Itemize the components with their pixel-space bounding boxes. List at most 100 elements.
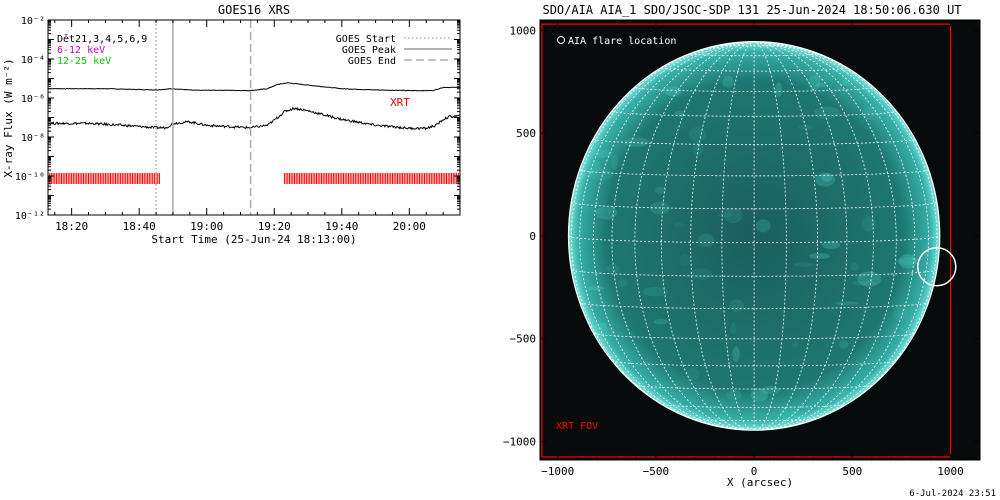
active-region-glow xyxy=(755,219,771,233)
aia-legend: AIA flare location xyxy=(557,36,676,47)
aia-x-tick-label: 1000 xyxy=(937,465,964,478)
goes-plot-frame xyxy=(47,19,461,216)
active-region-glow xyxy=(775,82,783,98)
flare-legend-symbol xyxy=(557,36,565,44)
goes-xrs-chart: GOES16 XRS 10⁻¹² 10⁻¹⁰ 10⁻⁸ 10⁻⁶ 10⁻⁴ 10⁻² 18:… xyxy=(2,3,461,246)
goes-x-tick-label: 19:40 xyxy=(325,220,358,233)
goes-legend-right-label: GOES Start xyxy=(336,34,396,45)
longitude-line xyxy=(660,41,755,431)
active-region-glow xyxy=(792,342,799,348)
active-region-glow xyxy=(595,206,618,220)
goes-y-tick-label: 10⁻⁸ xyxy=(21,133,45,144)
active-region-glow xyxy=(689,126,707,142)
active-region-glow xyxy=(673,222,685,228)
active-region-glow xyxy=(581,159,601,175)
active-region-glow xyxy=(679,254,690,266)
active-region-glow xyxy=(697,233,715,248)
aia-y-tick-label: −500 xyxy=(510,333,537,346)
active-region-glow xyxy=(708,53,722,64)
active-region-glow xyxy=(808,252,830,260)
active-region-glow xyxy=(588,168,613,181)
goes-plot-area xyxy=(48,20,460,215)
latitude-line xyxy=(660,67,848,72)
active-region-glow xyxy=(836,390,853,396)
longitude-line xyxy=(690,41,755,431)
goes-legend-left-entry: Dēt21,3,4,5,6,9 xyxy=(57,34,147,45)
active-region-glow xyxy=(778,405,799,421)
latitude-line xyxy=(634,384,874,390)
solar-disk xyxy=(568,41,940,431)
goes-x-tick-label: 19:00 xyxy=(190,220,223,233)
aia-x-axis-label: X (arcsec) xyxy=(727,476,793,489)
active-region-glow xyxy=(724,207,743,224)
goes-flux-series-1 xyxy=(48,82,460,92)
longitude-line xyxy=(754,41,848,431)
longitude-line xyxy=(754,41,874,431)
aia-image-title: SDO/AIA AIA_1 SDO/JSOC-SDP 131 25-Jun-20… xyxy=(542,3,961,17)
active-region-glow xyxy=(760,386,781,395)
active-region-glow xyxy=(838,340,849,349)
active-region-glow xyxy=(690,268,713,280)
active-region-glow xyxy=(793,262,814,268)
active-region-glow xyxy=(821,240,840,249)
goes-x-tick-label: 18:40 xyxy=(123,220,156,233)
active-region-glow xyxy=(850,262,859,272)
goes-x-tick-label: 18:20 xyxy=(55,220,88,233)
active-region-glow xyxy=(898,254,917,269)
latitude-line xyxy=(571,201,938,210)
aia-y-tick-label: 1000 xyxy=(510,24,537,37)
longitude-line xyxy=(634,41,755,431)
goes-y-tick-label: 10⁻⁶ xyxy=(21,94,45,105)
aia-image-panel: SDO/AIA AIA_1 SDO/JSOC-SDP 131 25-Jun-20… xyxy=(503,3,981,489)
active-region-glow xyxy=(591,149,613,158)
active-region-glow xyxy=(821,173,833,182)
goes-x-tick-label: 19:20 xyxy=(258,220,291,233)
active-region-glow xyxy=(729,299,745,312)
latitude-line xyxy=(571,269,937,277)
active-region-glow xyxy=(732,346,740,363)
goes-y-tick-label: 10⁻² xyxy=(21,16,45,27)
active-region-glow xyxy=(653,319,668,325)
goes-x-axis-label: Start Time (25-Jun-24 18:13:00) xyxy=(151,233,356,246)
goes-y-tick-label: 10⁻⁴ xyxy=(21,55,45,66)
longitude-line xyxy=(570,41,755,427)
aia-y-tick-label: 0 xyxy=(529,230,536,243)
goes-axes: 10⁻¹² 10⁻¹⁰ 10⁻⁸ 10⁻⁶ 10⁻⁴ 10⁻² 18:20 18:40 19:0… xyxy=(15,16,461,233)
active-region-glow xyxy=(861,106,883,120)
aia-x-tick-label: −500 xyxy=(643,465,670,478)
goes-legend-right-label: GOES Peak xyxy=(342,45,396,56)
flare-legend-label: AIA flare location xyxy=(568,36,676,47)
longitude-line xyxy=(754,41,938,427)
xrt-fov-label: XRT FOV xyxy=(556,421,598,432)
active-region-glow xyxy=(841,76,853,86)
active-region-glow xyxy=(814,172,836,187)
active-region-glow xyxy=(665,86,682,97)
latitude-line xyxy=(611,360,897,367)
goes-x-tick-label: 20:00 xyxy=(393,220,426,233)
footer-timestamp: 6-Jul-2024 23:51 xyxy=(909,489,996,499)
active-region-glow xyxy=(586,286,604,291)
aia-x-tick-label: −1000 xyxy=(541,465,574,478)
solar-limb xyxy=(567,40,941,431)
goes-legend-left-entry: 6-12 keV xyxy=(57,45,105,56)
latitude-line xyxy=(593,332,915,340)
active-region-glow xyxy=(730,322,737,335)
active-region-glow xyxy=(798,125,815,130)
active-region-glow xyxy=(892,307,908,321)
active-region-glow xyxy=(642,286,668,297)
goes-y-tick-label: 10⁻¹² xyxy=(15,211,45,222)
active-region-glow xyxy=(722,75,734,88)
xrt-coverage-bar xyxy=(283,173,460,184)
goes-y-axis-label: X-ray Flux (W m⁻²) xyxy=(2,58,15,177)
xrt-fov-box xyxy=(541,23,952,458)
active-region-glow xyxy=(861,215,876,232)
longitude-line xyxy=(579,41,755,430)
longitude-line xyxy=(754,41,818,431)
active-region-glow xyxy=(653,381,664,390)
aia-x-tick-label: 0 xyxy=(751,465,758,478)
goes-legend-left-entry: 12-25 keV xyxy=(57,56,111,67)
active-region-glow xyxy=(617,278,628,288)
active-region-glow xyxy=(808,75,821,91)
